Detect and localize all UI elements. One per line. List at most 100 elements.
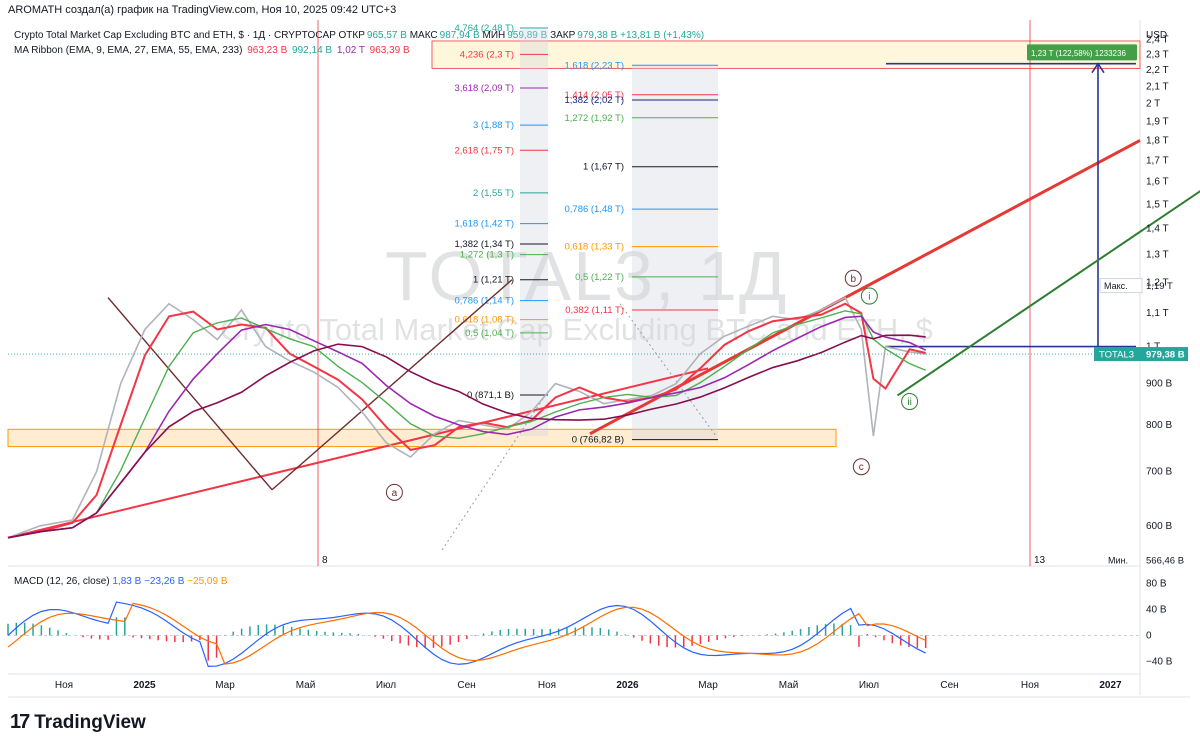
ribbon-value-1: 963,23 B: [247, 45, 288, 56]
min-value: 566,46 B: [1146, 556, 1184, 567]
wave-labels-layer: abciiiiiiivv: [385, 269, 919, 501]
macd-y-tick: 80 B: [1146, 578, 1167, 589]
fib-label-left: 1,382 (1,34 T): [454, 239, 514, 250]
wave-label-circle: [901, 393, 919, 411]
open-value: 965,57 B: [366, 30, 407, 41]
wave-b-line: [271, 279, 513, 491]
ribbon-value-4: 963,39 B: [369, 45, 410, 56]
macd-y-tick: 0: [1146, 630, 1152, 641]
macd-y-tick: −40 B: [1146, 656, 1173, 667]
wave-label-circle: [844, 269, 862, 287]
x-tick-label: Июл: [376, 680, 396, 691]
fib-label-left: 1,618 (1,42 T): [454, 219, 514, 230]
dotted-channel: [619, 303, 717, 437]
x-tick-label: Ноя: [55, 680, 73, 691]
x-tick-label: Сен: [940, 680, 958, 691]
y-tick-label: 700 B: [1146, 467, 1172, 478]
y-tick-label: 1,8 T: [1146, 135, 1169, 146]
x-tick-label: Ноя: [538, 680, 556, 691]
wave-label-circle: [385, 483, 403, 501]
high-value: 987,94 B: [439, 30, 480, 41]
tradingview-logo-icon: 17: [10, 711, 30, 733]
ribbon-value-2: 992,14 B: [292, 45, 333, 56]
y-tick-label: 1,2 T: [1146, 278, 1169, 289]
x-tick-label: Май: [296, 680, 316, 691]
ribbon-value-3: 1,02 T: [336, 45, 365, 56]
y-tick-label: 2,2 T: [1146, 65, 1169, 76]
target-label-text: 1,23 T (122,58%) 1233236: [1031, 49, 1126, 58]
y-tick-label: 1,9 T: [1146, 116, 1169, 127]
ma-ribbon-legend[interactable]: MA Ribbon (EMA, 9, EMA, 27, EMA, 55, EMA…: [14, 45, 410, 56]
chart-caption: AROMATH создал(а) график на TradingView.…: [8, 4, 397, 16]
fib-label-right: 1,382 (2,02 T): [564, 95, 624, 106]
fib-label-left: 0 (871,1 B): [467, 390, 514, 401]
macd-pane: 80 B 40 B 0 −40 B: [7, 578, 1173, 668]
y-tick-label: 1,3 T: [1146, 250, 1169, 261]
fib-label-left: 3 (1,88 T): [473, 120, 514, 131]
fib-label-right: 1 (1,67 T): [583, 162, 624, 173]
fib-label-left: 0,786 (1,14 T): [454, 296, 514, 307]
x-tick-label: Май: [779, 680, 799, 691]
vertical-marker-label: 8: [322, 555, 328, 566]
close-value: 979,38 B: [577, 30, 618, 41]
wave-label-circle: [860, 287, 878, 305]
max-value: 1,19 T: [1146, 281, 1173, 292]
low-value: 959,89 B: [507, 30, 548, 41]
fib-label-left: 2 (1,55 T): [473, 188, 514, 199]
x-tick-label: 2025: [133, 680, 156, 691]
fib-label-left: 0,618 (1,08 T): [454, 315, 514, 326]
y-tick-label: 800 B: [1146, 420, 1172, 431]
wave-label-i: i: [868, 292, 870, 303]
high-label: МАКС: [409, 30, 438, 41]
current-price-badge: [1094, 347, 1188, 362]
y-tick-label: 1,7 T: [1146, 155, 1169, 166]
tradingview-brand[interactable]: 17 TradingView: [10, 711, 146, 734]
y-tick-label: 600 B: [1146, 521, 1172, 532]
price-line: [7, 296, 926, 539]
fib-shade-left: [520, 29, 548, 437]
wave-a-line: [107, 297, 273, 491]
max-label: Макс.: [1104, 281, 1128, 291]
macd-value-3: −25,09 B: [187, 576, 228, 587]
y-tick-label: 1,4 T: [1146, 224, 1169, 235]
x-axis[interactable]: Ноя 2025 Мар Май Июл Сен Ноя 2026 Мар Май Июл Сен Но…: [55, 680, 1122, 691]
open-label: ОТКР: [338, 30, 365, 41]
y-tick-label: 1,6 T: [1146, 177, 1169, 188]
wave-label-ii: ii: [907, 397, 911, 408]
x-tick-label: 2027: [1099, 680, 1122, 691]
y-tick-label: 900 B: [1146, 379, 1172, 390]
macd-name: MACD (12, 26, close): [14, 576, 110, 587]
ma-line: [7, 334, 926, 539]
fib-label-right: 0 (766,82 B): [572, 435, 624, 446]
wave-label-circle: [852, 458, 870, 476]
y-tick-label: 2 T: [1146, 98, 1160, 109]
fib-label-right: 1,414 (2,05 T): [564, 90, 624, 101]
watermark-ticker: TOTAL3, 1Д: [385, 237, 789, 315]
support-trendline: [7, 367, 709, 539]
wave-label-c: c: [859, 462, 864, 473]
wave-label-b: b: [850, 274, 856, 285]
arrow-head-icon: [1091, 62, 1105, 74]
wave-label-a: a: [392, 488, 398, 499]
x-tick-label: Июл: [859, 680, 879, 691]
fib-label-left: 4,764 (2,48 T): [454, 23, 514, 34]
symbol-name: Crypto Total Market Cap Excluding BTC an…: [14, 30, 336, 41]
y-tick-label: 2,3 T: [1146, 49, 1169, 60]
fib-label-left: 3,618 (2,09 T): [454, 83, 514, 94]
x-tick-label: Мар: [215, 680, 235, 691]
vertical-marker-label: 13: [1034, 555, 1046, 566]
fib-label-left: 1 (1,21 T): [473, 275, 514, 286]
fib-label-right: 0,618 (1,33 T): [564, 242, 624, 253]
symbol-legend[interactable]: Crypto Total Market Cap Excluding BTC an…: [14, 30, 704, 41]
fib-label-left: 0,5 (1,04 T): [465, 328, 514, 339]
macd-line: [7, 601, 926, 668]
fib-label-right: 1,272 (1,92 T): [564, 113, 624, 124]
ma-line: [7, 310, 926, 539]
x-tick-label: 2026: [616, 680, 639, 691]
macd-legend[interactable]: MACD (12, 26, close) 1,83 B −23,26 B −25…: [14, 576, 227, 587]
target-label-box: [1027, 44, 1137, 61]
low-label: МИН: [482, 30, 506, 41]
fib-label-right: 0,786 (1,48 T): [564, 204, 624, 215]
projection-layer: 1,23 T (122,58%) 1233236: [896, 44, 1200, 397]
